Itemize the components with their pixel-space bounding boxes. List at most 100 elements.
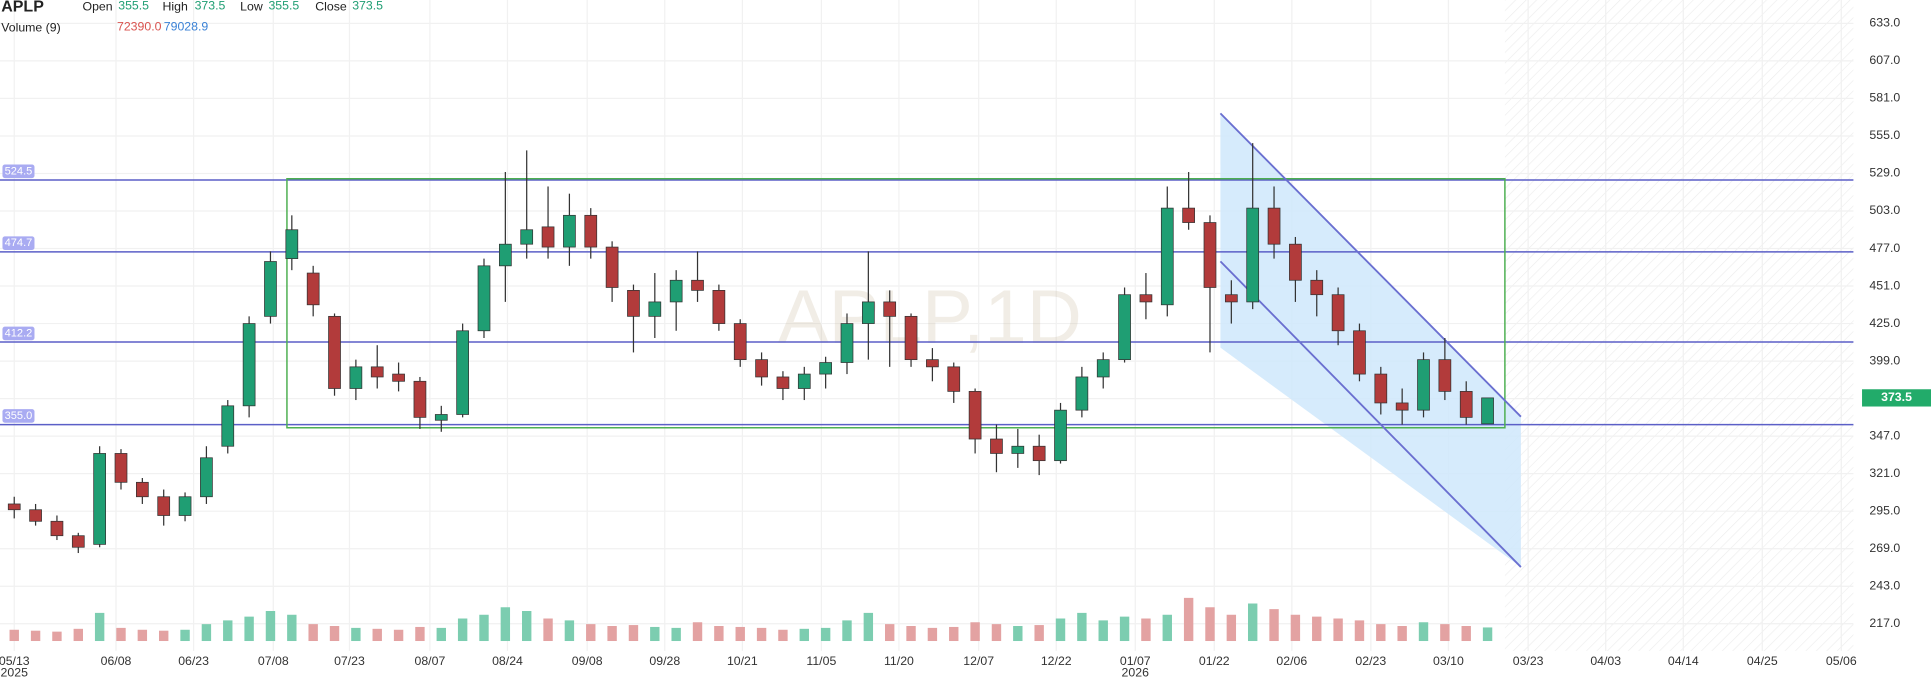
candle-body xyxy=(947,366,961,392)
volume-bar xyxy=(73,628,83,642)
volume-bar xyxy=(265,611,276,642)
candle-body xyxy=(157,496,171,516)
candle-body xyxy=(1289,243,1302,281)
volume-bar xyxy=(1098,620,1108,642)
x-tick-label: 12/22 xyxy=(1041,654,1072,668)
x-tick-label: 11/05 xyxy=(806,654,836,668)
candle-body xyxy=(755,359,768,378)
volume-bar xyxy=(1269,609,1279,642)
candle-body xyxy=(1118,294,1131,361)
volume-bar xyxy=(287,614,297,642)
candle-body xyxy=(1075,376,1089,411)
candle-body xyxy=(883,301,897,317)
volume-bar xyxy=(1055,618,1066,642)
volume-bar xyxy=(1226,614,1237,642)
candle-body xyxy=(1224,294,1238,303)
candle-body xyxy=(1096,359,1110,378)
candle-body xyxy=(114,453,128,483)
volume-bar xyxy=(1034,625,1044,642)
candle-body xyxy=(1331,294,1345,332)
volume-bar xyxy=(1376,624,1386,642)
volume-bar xyxy=(180,629,190,642)
candle-body xyxy=(178,496,192,516)
candle-body xyxy=(50,520,64,537)
volume-bar xyxy=(970,622,980,642)
candle-body xyxy=(1054,409,1067,462)
volume-bar xyxy=(1482,627,1493,642)
volume-bar xyxy=(1077,612,1087,642)
x-tick-label: 09/28 xyxy=(649,654,680,668)
x-tick-label: 08/07 xyxy=(415,654,446,668)
x-tick-label: 04/25 xyxy=(1747,654,1778,668)
candle-body xyxy=(926,359,939,368)
volume-bar xyxy=(607,626,617,642)
candle-body xyxy=(328,315,341,389)
x-tick-label: 01/22 xyxy=(1199,654,1230,668)
open-label: Open xyxy=(83,0,113,14)
candle-body xyxy=(840,323,854,363)
volume-bar xyxy=(1440,624,1450,642)
volume-bar xyxy=(137,629,148,642)
volume-bar xyxy=(415,626,425,642)
close-label: Close xyxy=(315,0,347,14)
y-tick-label: 555.0 xyxy=(1869,128,1900,142)
candle-body xyxy=(7,503,21,511)
candle-body xyxy=(1459,391,1473,418)
volume-bar xyxy=(1162,614,1172,642)
x-tick-label: 06/08 xyxy=(101,654,132,668)
candle-body xyxy=(520,229,534,245)
candle-body xyxy=(797,373,811,389)
candle-body xyxy=(1032,445,1046,462)
y-tick-label: 529.0 xyxy=(1869,166,1900,180)
candle-body xyxy=(1481,397,1494,425)
volume-bar xyxy=(650,626,660,642)
channel-upper xyxy=(1219,112,1522,418)
x-tick-label: 07/08 xyxy=(258,654,289,668)
x-tick-label: 08/24 xyxy=(492,654,523,668)
y-tick-label: 503.0 xyxy=(1869,203,1900,217)
candle-body xyxy=(904,315,918,361)
candle-body xyxy=(819,362,832,375)
volume-bar xyxy=(927,627,938,642)
candle-body xyxy=(498,243,512,267)
candle-body xyxy=(605,246,619,288)
range-box xyxy=(286,178,1506,429)
candle-body xyxy=(541,226,555,248)
volume-bar xyxy=(863,612,874,642)
candle-body xyxy=(861,301,875,324)
volume-bar xyxy=(778,629,788,642)
volume-bar xyxy=(201,624,212,642)
symbol: APLP xyxy=(1,0,44,16)
y-tick-label: 321.0 xyxy=(1869,466,1900,480)
volume-bar xyxy=(820,627,831,642)
low-label: Low xyxy=(240,0,263,14)
level-label: 524.5 xyxy=(5,165,33,177)
candle-body xyxy=(392,373,405,382)
candle-body xyxy=(306,272,320,306)
candle-body xyxy=(1310,279,1324,296)
x-tick-label: 02/06 xyxy=(1276,654,1307,668)
y-tick-label: 451.0 xyxy=(1869,278,1900,292)
candle-body xyxy=(1203,222,1217,288)
header: APLP Open 355.5 High 373.5 Low 355.5 Clo… xyxy=(1,0,383,35)
axes: 633.0 607.0 581.0 555.0 529.0 503.0 477.0 451.0… xyxy=(0,16,1931,678)
volume-bar xyxy=(543,618,553,642)
volume-bar xyxy=(308,624,318,642)
volume-bar xyxy=(479,614,489,642)
x-tick-label: 02/23 xyxy=(1355,654,1386,668)
candle-body xyxy=(456,330,469,415)
x-tick-label: 09/08 xyxy=(572,654,603,668)
volume-bar xyxy=(1119,616,1130,642)
volume-bar xyxy=(436,627,446,642)
volume-bar xyxy=(1205,607,1215,642)
y-tick-label: 633.0 xyxy=(1869,16,1900,30)
candle-body xyxy=(29,509,42,522)
volume-bar xyxy=(500,607,511,642)
candle-body xyxy=(1353,330,1366,375)
level-tag xyxy=(2,409,35,423)
candle-body xyxy=(691,279,704,291)
candle-body xyxy=(1438,359,1452,392)
y-tick-label: 295.0 xyxy=(1869,503,1900,517)
candle-body xyxy=(370,366,384,378)
x-tick-label: 07/23 xyxy=(334,654,365,668)
